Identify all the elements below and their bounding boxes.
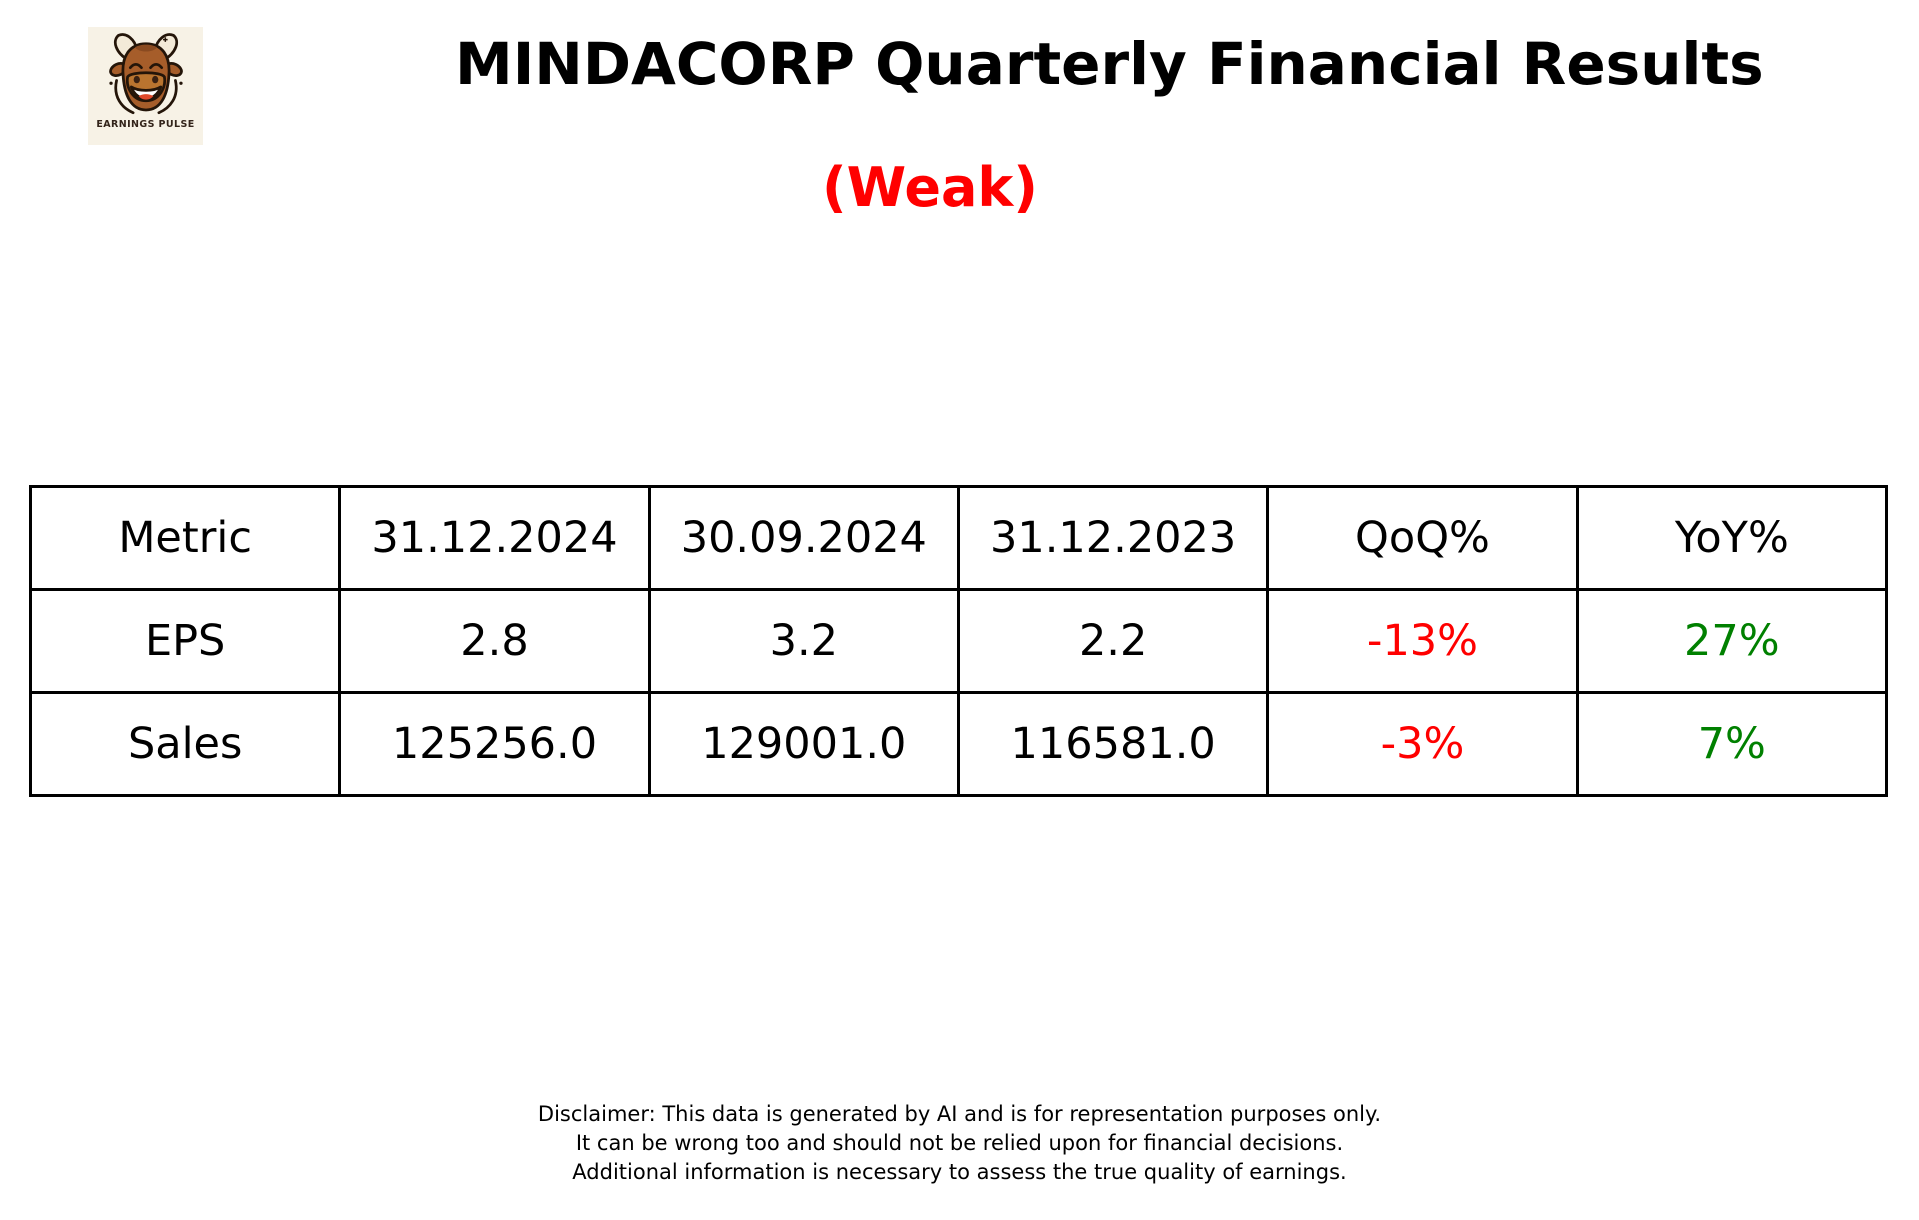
- table-row-eps: EPS 2.8 3.2 2.2 -13% 27%: [28, 588, 1889, 694]
- column-header-q-previous: 30.09.2024: [647, 485, 960, 591]
- disclaimer-line: Disclaimer: This data is generated by AI…: [537, 1102, 1382, 1126]
- disclaimer-line: It can be wrong too and should not be re…: [575, 1131, 1344, 1155]
- metric-label: Sales: [28, 691, 342, 797]
- disclaimer-line: Additional information is necessary to a…: [572, 1160, 1347, 1184]
- eps-current-value: 2.8: [338, 588, 651, 694]
- eps-yoy-value: 27%: [1575, 588, 1889, 694]
- sales-yoy-value: 7%: [1575, 691, 1889, 797]
- metric-label: EPS: [28, 588, 342, 694]
- sales-current-value: 125256.0: [338, 691, 651, 797]
- page-title: MINDACORP Quarterly Financial Results: [455, 30, 1764, 98]
- column-header-yoy: YoY%: [1575, 485, 1889, 591]
- sales-yearago-value: 116581.0: [956, 691, 1270, 797]
- eps-qoq-value: -13%: [1266, 588, 1579, 694]
- sales-qoq-value: -3%: [1266, 691, 1579, 797]
- table-row-sales: Sales 125256.0 129001.0 116581.0 -3% 7%: [28, 691, 1889, 797]
- column-header-qoq: QoQ%: [1266, 485, 1579, 591]
- disclaimer: Disclaimer: This data is generated by AI…: [0, 1100, 1919, 1187]
- column-header-q-yearago: 31.12.2023: [956, 485, 1270, 591]
- logo-brand-text: EARNINGS PULSE: [96, 119, 195, 130]
- column-header-metric: Metric: [28, 485, 342, 591]
- earnings-pulse-logo: EARNINGS PULSE: [88, 27, 203, 145]
- sales-previous-value: 129001.0: [647, 691, 960, 797]
- bull-icon: [108, 33, 183, 115]
- verdict-label: (Weak): [822, 156, 1038, 219]
- financial-results-table: Metric 31.12.2024 30.09.2024 31.12.2023 …: [28, 485, 1889, 797]
- column-header-q-current: 31.12.2024: [338, 485, 651, 591]
- table-header-row: Metric 31.12.2024 30.09.2024 31.12.2023 …: [28, 485, 1889, 591]
- eps-yearago-value: 2.2: [956, 588, 1270, 694]
- eps-previous-value: 3.2: [647, 588, 960, 694]
